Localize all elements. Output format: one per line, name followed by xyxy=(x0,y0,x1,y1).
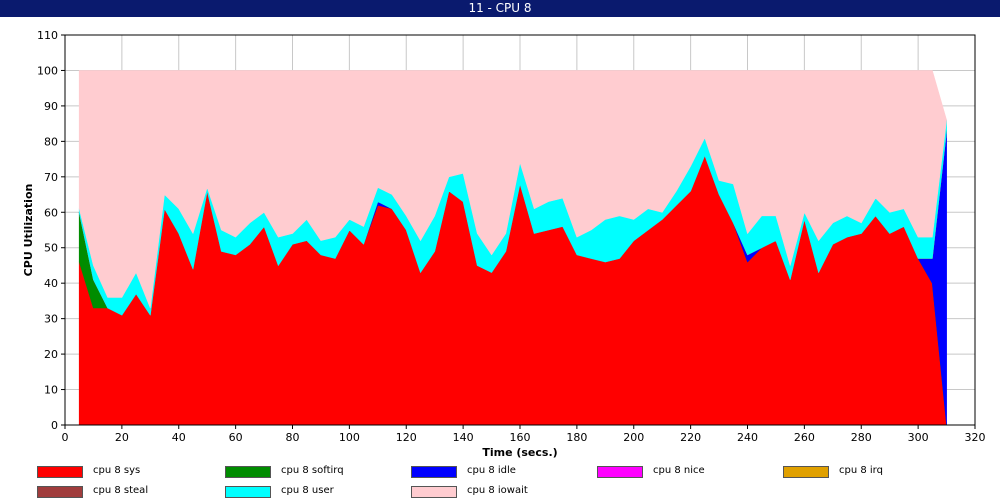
legend-label: cpu 8 idle xyxy=(467,465,516,476)
y-tick-label: 80 xyxy=(44,135,58,148)
legend-label: cpu 8 irq xyxy=(839,465,883,476)
y-tick-label: 50 xyxy=(44,242,58,255)
y-tick-label: 30 xyxy=(44,313,58,326)
window-title: 11 - CPU 8 xyxy=(468,1,532,15)
x-tick-label: 200 xyxy=(623,431,644,444)
x-tick-label: 160 xyxy=(510,431,531,444)
y-axis-label: CPU Utilization xyxy=(22,184,35,277)
y-tick-label: 60 xyxy=(44,206,58,219)
legend-swatch xyxy=(597,466,643,478)
y-tick-label: 100 xyxy=(37,64,58,77)
chart-legend: cpu 8 sys cpu 8 softirq cpu 8 idle cpu 8 ni… xyxy=(0,462,1000,504)
x-tick-label: 40 xyxy=(172,431,186,444)
x-tick-label: 220 xyxy=(680,431,701,444)
y-tick-label: 70 xyxy=(44,171,58,184)
y-tick-label: 20 xyxy=(44,348,58,361)
legend-label: cpu 8 steal xyxy=(93,485,149,496)
legend-swatch xyxy=(225,466,271,478)
x-tick-label: 20 xyxy=(115,431,129,444)
cpu-utilization-chart: 0 20 40 60 80 100 120 140 160 180 200 220 240 260 280 3… xyxy=(22,29,986,459)
legend-label: cpu 8 user xyxy=(281,485,334,496)
x-tick-label: 60 xyxy=(229,431,243,444)
x-axis-label: Time (secs.) xyxy=(482,446,557,459)
legend-swatch xyxy=(225,486,271,498)
x-tick-label: 300 xyxy=(908,431,929,444)
x-tick-label: 80 xyxy=(286,431,300,444)
y-tick-label: 0 xyxy=(51,419,58,432)
x-tick-label: 120 xyxy=(396,431,417,444)
x-tick-label: 180 xyxy=(566,431,587,444)
series-area-cpu-8-iowait xyxy=(78,70,947,309)
legend-swatch xyxy=(37,486,83,498)
x-tick-label: 320 xyxy=(965,431,986,444)
y-tick-label: 110 xyxy=(37,29,58,42)
x-tick-label: 260 xyxy=(794,431,815,444)
legend-swatch xyxy=(411,486,457,498)
legend-swatch xyxy=(783,466,829,478)
x-tick-label: 0 xyxy=(62,431,69,444)
legend-label: cpu 8 sys xyxy=(93,465,141,476)
x-tick-label: 100 xyxy=(339,431,360,444)
y-tick-label: 10 xyxy=(44,384,58,397)
y-tick-label: 90 xyxy=(44,100,58,113)
x-tick-label: 140 xyxy=(453,431,474,444)
window-title-bar: 11 - CPU 8 xyxy=(0,0,1000,17)
legend-label: cpu 8 iowait xyxy=(467,485,528,496)
x-tick-label: 280 xyxy=(851,431,872,444)
legend-swatch xyxy=(37,466,83,478)
legend-swatch xyxy=(411,466,457,478)
legend-label: cpu 8 softirq xyxy=(281,465,344,476)
x-tick-label: 240 xyxy=(737,431,758,444)
y-tick-label: 40 xyxy=(44,277,58,290)
legend-label: cpu 8 nice xyxy=(653,465,705,476)
